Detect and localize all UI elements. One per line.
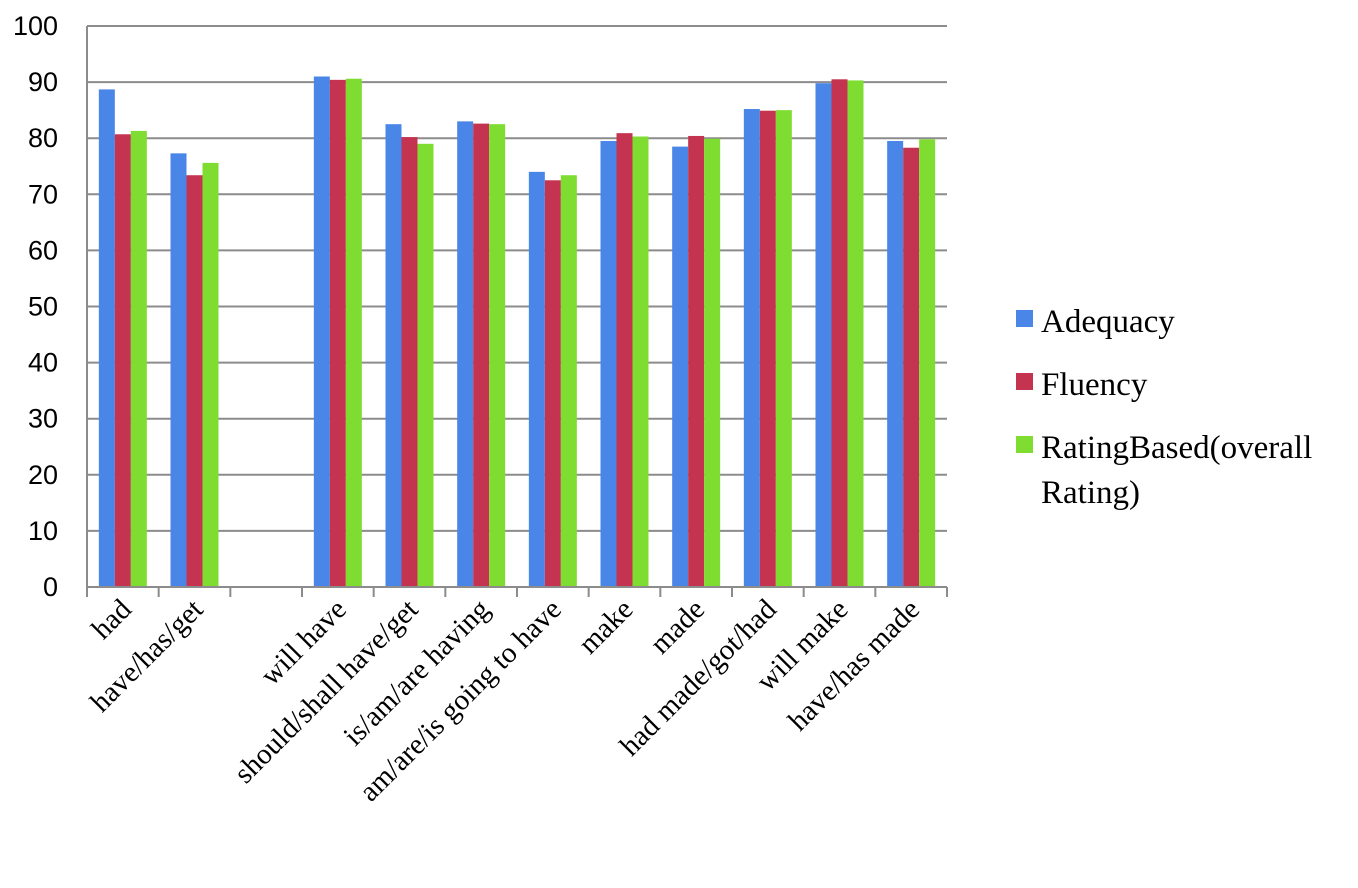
- legend-swatch: [1016, 436, 1033, 453]
- bar-ratingbased: [704, 138, 721, 588]
- legend-label: Fluency: [1041, 367, 1148, 403]
- bar-adequacy: [600, 141, 617, 587]
- x-tick-label: make: [572, 593, 639, 660]
- legend-label: Rating): [1041, 475, 1140, 511]
- bar-fluency: [759, 110, 776, 587]
- bar-fluency: [544, 180, 561, 587]
- legend-label: RatingBased(overall: [1041, 430, 1312, 466]
- bar-fluency: [114, 134, 131, 587]
- bar-ratingbased: [560, 175, 577, 587]
- y-tick-label: 0: [43, 572, 58, 602]
- bar-adequacy: [743, 109, 760, 587]
- bar-adequacy: [672, 146, 689, 588]
- bar-fluency: [401, 137, 418, 587]
- x-tick-label: made: [644, 593, 711, 660]
- legend: Adequacy Fluency RatingBased(overall Rating…: [1016, 304, 1312, 511]
- bar-adequacy: [170, 153, 187, 588]
- legend-swatch: [1016, 310, 1033, 327]
- bar-ratingbased: [775, 110, 792, 588]
- bar-adequacy: [815, 83, 832, 588]
- bars: [98, 76, 936, 588]
- bar-adequacy: [887, 141, 904, 587]
- y-tick-label: 40: [28, 348, 58, 378]
- bar-ratingbased: [489, 124, 506, 588]
- bar-fluency: [688, 135, 705, 587]
- y-tick-label: 50: [28, 292, 58, 322]
- bar-ratingbased: [847, 80, 864, 588]
- bar-adequacy: [313, 76, 330, 588]
- bar-ratingbased: [130, 130, 147, 588]
- y-tick-label: 90: [28, 67, 58, 97]
- bar-fluency: [329, 79, 346, 587]
- bar-ratingbased: [345, 78, 362, 587]
- y-tick-label: 80: [28, 123, 58, 153]
- bar-adequacy: [457, 121, 474, 588]
- y-tick-label: 10: [28, 516, 58, 546]
- bar-ratingbased: [417, 143, 434, 587]
- y-tick-label: 70: [28, 179, 58, 209]
- bar-fluency: [616, 133, 633, 587]
- gridlines: [87, 25, 947, 532]
- bar-adequacy: [385, 124, 402, 588]
- x-tick-label: had: [86, 593, 139, 646]
- bar-adequacy: [98, 89, 115, 587]
- bar-ratingbased: [919, 139, 936, 587]
- bar-fluency: [473, 123, 490, 587]
- y-tick-label: 30: [28, 404, 58, 434]
- y-tick-label: 20: [28, 460, 58, 490]
- bar-fluency: [903, 147, 920, 587]
- axes: [86, 26, 948, 597]
- bar-fluency: [186, 175, 203, 587]
- bar-ratingbased: [202, 162, 219, 587]
- bar-fluency: [831, 79, 848, 588]
- bar-ratingbased: [632, 136, 649, 587]
- legend-label: Adequacy: [1041, 304, 1175, 340]
- y-tick-label: 100: [13, 11, 58, 41]
- legend-swatch: [1016, 373, 1033, 390]
- bar-adequacy: [528, 171, 545, 588]
- y-tick-labels: 0 10 20 30 40 50 60 70 80 90 100: [13, 11, 58, 602]
- y-tick-label: 60: [28, 235, 58, 265]
